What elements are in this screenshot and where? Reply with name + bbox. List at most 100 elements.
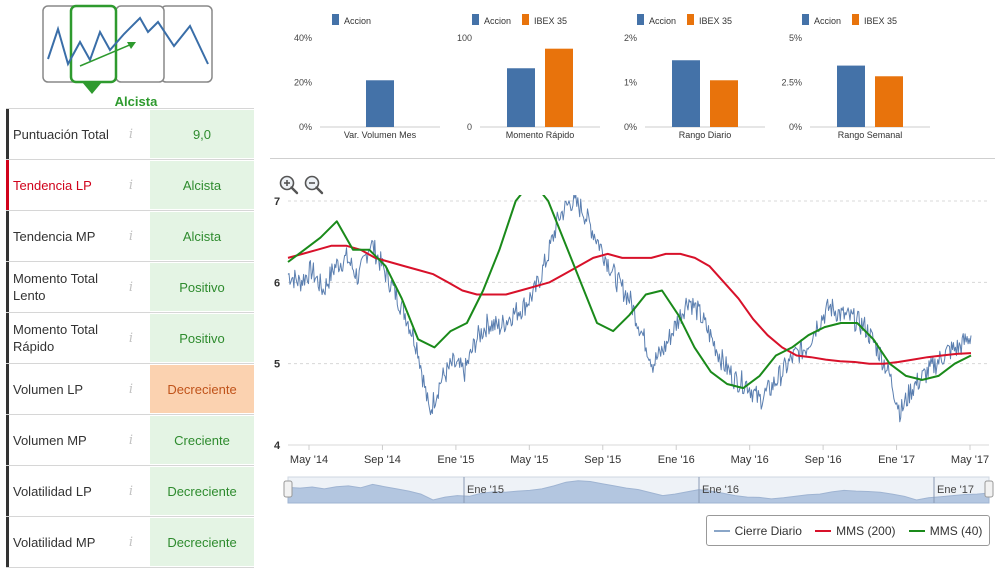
mini-bar-ibex[interactable] <box>545 48 573 127</box>
indicator-label: Volumen LP <box>6 364 123 414</box>
mini-chart-svg: Accion IBEX 35 100 0 Momento Rápido <box>457 14 600 140</box>
indicator-label-text: Volatilidad MP <box>13 534 96 550</box>
mini-bar-accion[interactable] <box>507 68 535 127</box>
legend-swatch <box>802 14 809 25</box>
indicator-label: Tendencia LP <box>6 160 123 210</box>
info-icon[interactable]: i <box>128 483 134 499</box>
info-icon[interactable]: i <box>128 381 134 397</box>
zoom-in-button[interactable] <box>279 175 299 195</box>
mini-legend-label: IBEX 35 <box>864 16 897 26</box>
indicator-label: Volumen MP <box>6 415 123 465</box>
indicator-label: Momento Total Rápido <box>6 313 123 363</box>
navigator-label: Ene '15 <box>467 484 504 496</box>
info-icon[interactable]: i <box>128 432 134 448</box>
indicator-value: Positivo <box>150 314 254 362</box>
indicator-value: Positivo <box>150 263 254 311</box>
legend-label-mms40: MMS (40) <box>929 523 983 538</box>
mini-legend-label: IBEX 35 <box>534 16 567 26</box>
indicator-value: Creciente <box>150 416 254 464</box>
y-axis-label: 6 <box>274 277 280 289</box>
legend-swatch <box>852 14 859 25</box>
trend-line-icon <box>47 16 209 67</box>
indicator-value: Decreciente <box>150 365 254 413</box>
trend-cards-svg <box>42 4 213 94</box>
mini-chart-title: Momento Rápido <box>506 130 575 140</box>
mini-chart-svg: Accion IBEX 35 2% 1% 0% Rango Diario <box>624 14 765 140</box>
indicator-row: Volatilidad LP i Decreciente <box>6 466 254 517</box>
legend-item-mms40[interactable]: MMS (40) <box>908 523 983 538</box>
x-axis-label: Ene '16 <box>658 454 695 466</box>
mini-ytick-label: 2% <box>624 33 637 43</box>
mini-chart-title: Rango Diario <box>679 130 732 140</box>
navigator-label: Ene '17 <box>937 484 974 496</box>
indicator-label-text: Tendencia LP <box>13 177 92 193</box>
indicator-label: Tendencia MP <box>6 211 123 261</box>
mini-bar-accion[interactable] <box>366 80 394 127</box>
indicator-label: Puntuación Total <box>6 109 123 159</box>
trend-card-selected[interactable] <box>69 4 118 84</box>
legend-swatch <box>472 14 479 25</box>
legend-label-daily: Cierre Diario <box>734 523 802 538</box>
mini-bar-accion[interactable] <box>837 65 865 127</box>
legend-swatch-daily <box>713 529 730 532</box>
indicator-value: 9,0 <box>150 110 254 158</box>
mini-bar-ibex[interactable] <box>875 76 903 127</box>
mini-chart-svg: Accion IBEX 35 5% 2.5% 0% Rango Semanal <box>781 14 930 140</box>
x-axis-label: Sep '16 <box>805 454 842 466</box>
mini-bar-ibex[interactable] <box>710 80 738 127</box>
trend-card-4[interactable] <box>160 5 213 83</box>
indicator-value: Alcista <box>150 161 254 209</box>
info-icon[interactable]: i <box>128 177 134 193</box>
info-icon[interactable]: i <box>128 126 134 142</box>
navigator-handle-left[interactable] <box>283 480 293 498</box>
indicator-row: Momento Total Rápido i Positivo <box>6 313 254 364</box>
zoom-out-icon <box>304 175 324 195</box>
mini-ytick-label: 1% <box>624 78 637 88</box>
mini-legend-label: Accion <box>814 16 841 26</box>
indicators-table: Puntuación Total i 9,0 Tendencia LP i Alcista… <box>6 108 254 568</box>
mini-chart: Accion IBEX 35 100 0 Momento Rápido <box>450 6 600 146</box>
info-icon[interactable]: i <box>128 330 134 346</box>
legend-swatch <box>687 14 694 25</box>
x-axis-label: May '16 <box>731 454 769 466</box>
indicator-row: Momento Total Lento i Positivo <box>6 262 254 313</box>
series-mms200[interactable] <box>287 244 972 365</box>
indicator-row: Puntuación Total i 9,0 <box>6 108 254 160</box>
mini-chart: Accion 40% 20% 0% Var. Volumen Mes <box>290 6 440 146</box>
info-icon[interactable]: i <box>128 534 134 550</box>
legend-item-mms200[interactable]: MMS (200) <box>815 523 896 538</box>
indicator-label-text: Volumen LP <box>13 381 84 397</box>
mini-ytick-label: 0 <box>467 122 472 132</box>
legend-label-mms200: MMS (200) <box>836 523 896 538</box>
x-axis-label: Ene '15 <box>437 454 474 466</box>
indicator-row: Tendencia LP i Alcista <box>6 160 254 211</box>
x-axis-label: May '14 <box>290 454 328 466</box>
legend-swatch <box>332 14 339 25</box>
legend-item-daily[interactable]: Cierre Diario <box>713 523 802 538</box>
x-axis-label: Sep '14 <box>364 454 401 466</box>
x-axis-label: May '15 <box>510 454 548 466</box>
series-daily-close[interactable] <box>287 195 972 423</box>
mini-chart: Accion IBEX 35 2% 1% 0% Rango Diario <box>615 6 765 146</box>
trend-selector: Alcista <box>40 4 216 109</box>
mini-ytick-label: 5% <box>789 33 802 43</box>
x-axis-label: May '17 <box>951 454 989 466</box>
mini-chart: Accion IBEX 35 5% 2.5% 0% Rango Semanal <box>780 6 930 146</box>
arrow-head-icon <box>127 42 136 49</box>
info-icon[interactable]: i <box>128 279 134 295</box>
navigator-handle-right[interactable] <box>984 480 994 498</box>
price-chart[interactable]: 4 5 6 7 May '14 Sep '14 Ene '15 May '15 Sep '15 E… <box>262 195 997 515</box>
legend-swatch-mms200 <box>815 529 832 532</box>
indicator-label: Momento Total Lento <box>6 262 123 312</box>
mini-ytick-label: 40% <box>294 33 312 43</box>
info-icon[interactable]: i <box>128 228 134 244</box>
legend-swatch <box>637 14 644 25</box>
mini-bar-accion[interactable] <box>672 60 700 127</box>
chart-legend: Cierre Diario MMS (200) MMS (40) <box>706 515 990 546</box>
mini-chart-svg: Accion 40% 20% 0% Var. Volumen Mes <box>294 14 440 140</box>
mini-ytick-label: 0% <box>299 122 312 132</box>
zoom-out-button[interactable] <box>304 175 324 195</box>
series-mms40[interactable] <box>287 195 972 390</box>
mini-ytick-label: 0% <box>624 122 637 132</box>
indicator-value: Decreciente <box>150 518 254 566</box>
